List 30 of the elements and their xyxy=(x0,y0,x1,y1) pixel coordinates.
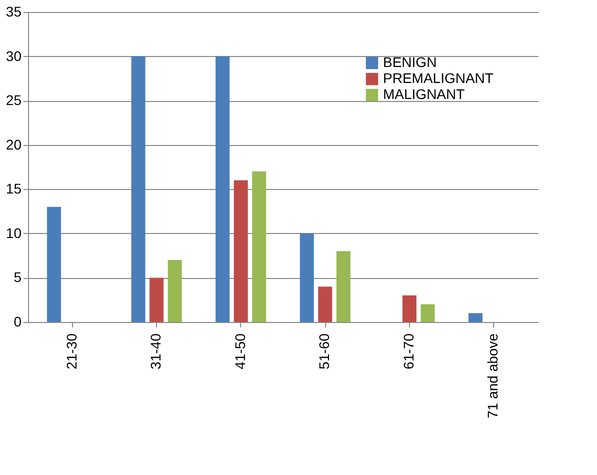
y-tick-label: 25 xyxy=(6,92,22,108)
legend-label: MALIGNANT xyxy=(383,86,466,102)
bar xyxy=(168,260,182,322)
bar xyxy=(420,304,435,322)
bar xyxy=(318,286,332,322)
legend-label: BENIGN xyxy=(383,54,437,70)
bar xyxy=(336,251,350,322)
y-tick-label: 20 xyxy=(6,136,22,152)
bar xyxy=(402,295,416,322)
y-tick-label: 5 xyxy=(14,269,22,286)
x-tick-label: 31-40 xyxy=(148,333,164,370)
x-tick-label: 61-70 xyxy=(400,333,416,370)
y-tick-label: 30 xyxy=(6,48,22,64)
x-tick-label: 21-30 xyxy=(63,333,80,370)
bar xyxy=(131,56,146,322)
y-tick-label: 35 xyxy=(6,4,22,20)
bar xyxy=(216,56,230,322)
bar xyxy=(46,206,61,322)
y-tick-label: 15 xyxy=(6,180,22,197)
y-tick-label: 0 xyxy=(14,314,22,330)
legend-label: PREMALIGNANT xyxy=(383,70,494,86)
y-tick-label: 10 xyxy=(6,224,22,241)
bar xyxy=(252,171,266,322)
x-tick-label: 41-50 xyxy=(232,333,248,370)
x-tick-label: 51-60 xyxy=(316,333,332,370)
bar xyxy=(234,180,248,322)
bar xyxy=(300,233,314,322)
bar xyxy=(468,313,482,322)
x-tick-label: 71 and above xyxy=(484,333,501,418)
bar xyxy=(150,278,164,322)
